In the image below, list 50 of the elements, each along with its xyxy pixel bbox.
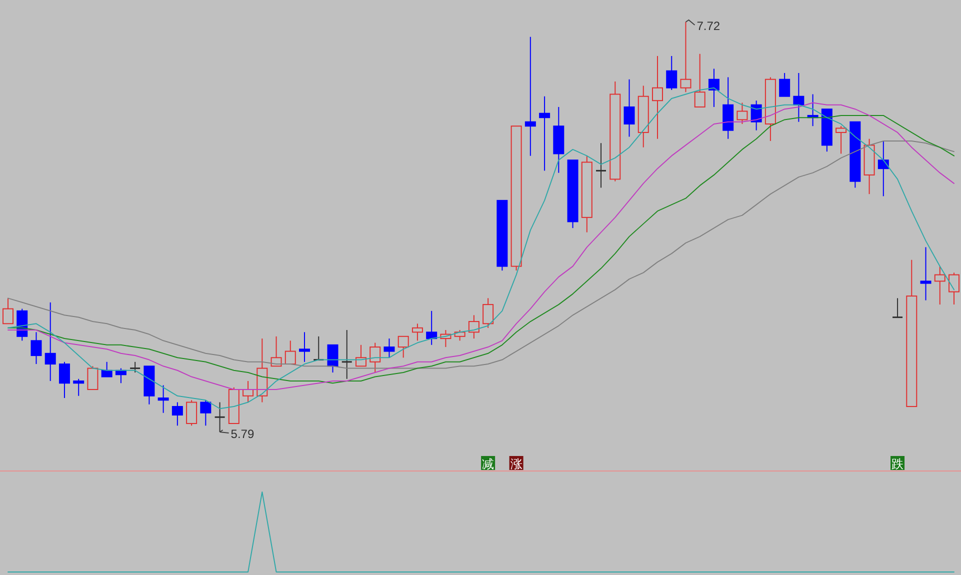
text: 涨 [510, 457, 522, 471]
candlestick [398, 336, 409, 358]
candlestick [44, 302, 56, 382]
candlestick [200, 400, 212, 426]
candlestick [284, 340, 296, 365]
candlestick [624, 78, 635, 138]
candlestick [595, 142, 607, 188]
candlestick [524, 36, 536, 156]
candlestick [892, 298, 904, 318]
candlestick [920, 246, 932, 301]
candlestick [666, 55, 678, 90]
candlestick [58, 361, 70, 399]
candlestick [2, 298, 14, 324]
candlestick [158, 384, 169, 414]
annotation: 5.79 [230, 427, 254, 441]
candlestick [948, 272, 960, 306]
candlestick [412, 323, 423, 342]
candlestick [934, 266, 946, 306]
text: 减 [482, 457, 494, 471]
candlestick [270, 336, 282, 367]
annotation: 7.72 [696, 19, 720, 33]
candlestick [468, 314, 480, 340]
candlestick [652, 55, 663, 140]
candlestick [312, 336, 324, 361]
candlestick [299, 332, 310, 362]
candlestick [341, 330, 353, 380]
candlestick [186, 400, 198, 426]
candlestick [694, 53, 706, 108]
candlestick [482, 298, 494, 328]
candlestick [680, 22, 692, 93]
candlestick [172, 402, 183, 426]
candlestick [214, 402, 226, 432]
candlestick [793, 72, 804, 122]
candlestick [355, 344, 366, 367]
candlestick [87, 366, 98, 390]
text: 跌 [892, 457, 904, 471]
candlestick [129, 361, 141, 374]
candlestick [73, 378, 84, 396]
candlestick [101, 361, 112, 378]
candlestick [327, 344, 338, 374]
candlestick [426, 310, 438, 346]
candlestick [384, 338, 395, 358]
candlestick [736, 102, 748, 124]
candlestick [708, 68, 720, 108]
candlestick [30, 332, 42, 365]
candlestick [836, 126, 847, 154]
candlestick [779, 72, 790, 97]
candlestick [539, 96, 550, 172]
candlestick [878, 140, 889, 197]
candlestick [370, 342, 381, 374]
